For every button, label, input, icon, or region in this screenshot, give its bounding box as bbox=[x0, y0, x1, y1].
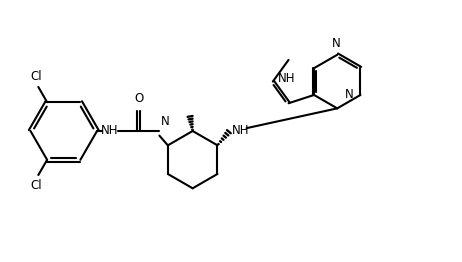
Text: NH: NH bbox=[278, 72, 295, 85]
Text: N: N bbox=[332, 37, 340, 50]
Text: O: O bbox=[134, 92, 143, 105]
Text: NH: NH bbox=[101, 124, 119, 138]
Text: Cl: Cl bbox=[30, 70, 43, 83]
Text: Cl: Cl bbox=[30, 179, 43, 192]
Text: N: N bbox=[345, 88, 354, 101]
Text: N: N bbox=[161, 115, 170, 128]
Text: NH: NH bbox=[232, 124, 249, 137]
